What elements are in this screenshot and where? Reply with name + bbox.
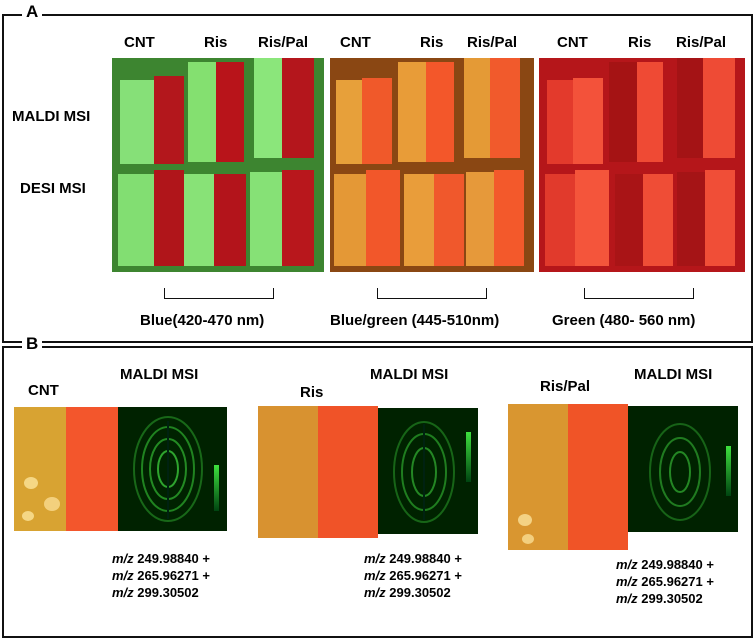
mz-list-ris: m/z 249.98840 + m/z 265.96271 + m/z 299.… [364,550,462,601]
photo-green-illumination [539,58,745,272]
photo-ris [258,406,378,538]
bracket-bluegreen [377,288,487,299]
mz-prefix: m/z [112,585,134,600]
photo-rispal [508,404,628,550]
row-label-desi: DESI MSI [20,180,86,197]
mz-prefix: m/z [112,551,134,566]
col-label-cnt-2: CNT [340,34,371,51]
panel-a-letter: A [22,2,43,22]
mz-value: 265.96271 + [137,568,210,583]
col-label-ris-2: Ris [420,34,444,51]
caption-green: Green (480- 560 nm) [552,312,696,329]
mz-prefix: m/z [616,591,638,606]
photo-cnt [14,407,118,531]
mz-prefix: m/z [112,568,134,583]
col-label-ris-1: Ris [204,34,228,51]
panel-a-frame [2,14,753,343]
maldi-header-cnt: MALDI MSI [120,366,199,383]
row-label-maldi: MALDI MSI [12,108,91,125]
maldi-image-ris [378,408,478,534]
mz-value: 265.96271 + [641,574,714,589]
mz-prefix: m/z [616,574,638,589]
col-label-rispal-2: Ris/Pal [467,34,518,51]
mz-value: 299.30502 [137,585,199,600]
mz-value: 299.30502 [641,591,703,606]
mz-value: 299.30502 [389,585,451,600]
panel-b-frame [2,346,753,638]
col-label-rispal-1: Ris/Pal [258,34,309,51]
maldi-image-rispal [628,406,738,532]
col-label-ris-3: Ris [628,34,652,51]
maldi-header-ris: MALDI MSI [370,366,449,383]
bracket-blue [164,288,274,299]
photo-blue-illumination [112,58,324,272]
sample-label-ris: Ris [300,384,324,401]
mz-list-cnt: m/z 249.98840 + m/z 265.96271 + m/z 299.… [112,550,210,601]
panel-b-letter: B [22,334,43,354]
sample-label-cnt: CNT [28,382,59,399]
mz-list-rispal: m/z 249.98840 + m/z 265.96271 + m/z 299.… [616,556,714,607]
bracket-green [584,288,694,299]
col-label-cnt-1: CNT [124,34,155,51]
mz-value: 249.98840 + [137,551,210,566]
maldi-header-rispal: MALDI MSI [634,366,713,383]
mz-prefix: m/z [364,585,386,600]
mz-value: 249.98840 + [389,551,462,566]
mz-prefix: m/z [364,568,386,583]
caption-blue: Blue(420-470 nm) [140,312,265,329]
mz-value: 265.96271 + [389,568,462,583]
col-label-rispal-3: Ris/Pal [676,34,727,51]
col-label-cnt-3: CNT [557,34,588,51]
photo-bluegreen-illumination [330,58,534,272]
mz-prefix: m/z [364,551,386,566]
sample-label-rispal: Ris/Pal [540,378,591,395]
maldi-image-cnt [118,407,227,531]
mz-value: 249.98840 + [641,557,714,572]
mz-prefix: m/z [616,557,638,572]
caption-bluegreen: Blue/green (445-510nm) [330,312,500,329]
